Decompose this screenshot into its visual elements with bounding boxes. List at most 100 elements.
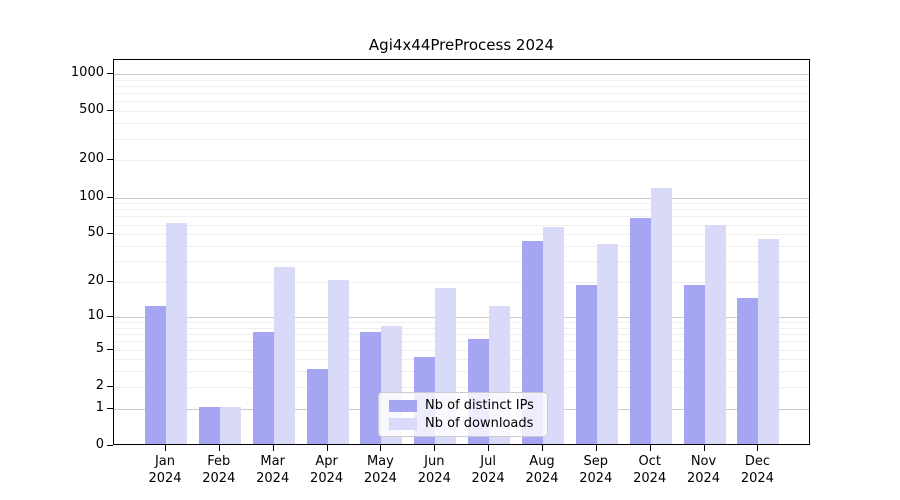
y-axis-tick	[107, 385, 113, 387]
x-axis-tick	[757, 445, 759, 451]
x-axis-tick	[272, 445, 274, 451]
x-label-month: Sep	[583, 454, 609, 469]
y-axis-tick	[107, 348, 113, 350]
plot-area	[113, 59, 810, 445]
major-gridline	[114, 316, 809, 318]
x-label-year: 2024	[256, 471, 290, 486]
legend-item-downloads: Nb of downloads	[379, 416, 547, 431]
bar-downloads-mar	[273, 266, 295, 444]
x-label-year: 2024	[417, 471, 451, 486]
y-axis-tick	[107, 315, 113, 317]
x-label-month: Nov	[690, 454, 717, 469]
minor-gridline	[114, 341, 809, 343]
bar-distinct-ips-jan	[145, 305, 166, 444]
x-axis-tick-label: Sep 2024	[566, 453, 626, 487]
minor-gridline	[114, 123, 809, 125]
y-axis-tick	[107, 110, 113, 112]
minor-gridline	[114, 261, 809, 263]
bar-distinct-ips-may	[360, 332, 382, 444]
bar-downloads-nov	[704, 225, 726, 444]
minor-gridline	[114, 160, 809, 162]
x-label-year: 2024	[633, 471, 667, 486]
y-axis-tick-label: 5	[95, 340, 104, 356]
y-axis-tick-label: 2	[95, 377, 104, 393]
x-label-year: 2024	[471, 471, 505, 486]
x-label-month: Jun	[424, 454, 445, 469]
y-axis-tick-label: 10	[87, 307, 104, 323]
x-axis-tick	[649, 445, 651, 451]
x-label-month: Jan	[154, 454, 176, 469]
y-axis-tick	[107, 281, 113, 282]
bar-distinct-ips-sep	[575, 285, 597, 444]
minor-gridline	[114, 216, 809, 218]
minor-gridline	[114, 234, 809, 236]
x-axis-tick	[542, 445, 543, 451]
x-axis-tick-label: Nov 2024	[674, 453, 734, 487]
major-gridline	[114, 197, 809, 199]
y-axis-tick-label: 500	[79, 102, 104, 118]
x-label-month: Aug	[529, 454, 555, 469]
bar-distinct-ips-feb	[198, 406, 220, 444]
legend-swatch-distinct-ips	[389, 399, 417, 412]
bar-downloads-aug	[542, 227, 564, 444]
y-axis-tick-label: 1	[95, 399, 104, 415]
x-label-year: 2024	[363, 471, 397, 486]
x-axis-tick	[326, 445, 328, 451]
x-label-year: 2024	[202, 471, 236, 486]
x-axis-tick-label: Feb 2024	[189, 453, 249, 487]
minor-gridline	[114, 349, 809, 351]
x-axis-tick-label: Apr 2024	[297, 453, 357, 487]
minor-gridline	[114, 101, 809, 103]
y-axis-tick	[107, 233, 113, 235]
minor-gridline	[114, 246, 809, 247]
minor-gridline	[114, 209, 809, 211]
y-axis-tick	[107, 196, 113, 198]
minor-gridline	[114, 371, 809, 373]
x-axis-tick	[434, 445, 436, 451]
x-axis-tick-label: Oct 2024	[620, 453, 680, 487]
bar-distinct-ips-nov	[683, 285, 705, 444]
bar-distinct-ips-apr	[306, 369, 328, 444]
y-axis-tick-label: 0	[95, 437, 104, 452]
y-axis-tick-label: 200	[79, 151, 104, 167]
x-axis-tick	[595, 445, 597, 451]
bar-downloads-sep	[596, 244, 618, 444]
y-axis-tick-label: 1000	[70, 64, 104, 80]
x-axis-tick-label: Jun 2024	[404, 453, 464, 487]
x-label-year: 2024	[579, 471, 613, 486]
minor-gridline	[114, 203, 809, 205]
legend-swatch-downloads	[389, 417, 417, 430]
x-axis-tick-label: Jul 2024	[458, 453, 518, 487]
legend-item-distinct-ips: Nb of distinct IPs	[379, 398, 547, 413]
minor-gridline	[114, 224, 809, 226]
x-axis-tick-label: Aug 2024	[512, 453, 572, 487]
x-label-year: 2024	[686, 471, 721, 486]
x-label-month: Jul	[480, 454, 496, 469]
x-axis-tick	[380, 445, 382, 451]
bar-downloads-feb	[219, 406, 241, 444]
minor-gridline	[114, 327, 809, 329]
minor-gridline	[114, 334, 809, 335]
legend-label-distinct-ips: Nb of distinct IPs	[425, 398, 534, 413]
minor-gridline	[114, 359, 809, 361]
x-axis-tick-label: May 2024	[350, 453, 410, 487]
bar-downloads-apr	[327, 280, 349, 444]
chart-title: Agi4x44PreProcess 2024	[368, 36, 555, 54]
bar-distinct-ips-oct	[629, 218, 651, 444]
y-axis-tick	[107, 72, 113, 74]
y-axis-tick-label: 20	[87, 273, 104, 288]
y-axis-tick-label: 100	[79, 188, 104, 204]
bar-distinct-ips-mar	[252, 332, 274, 444]
bar-downloads-jan	[166, 222, 187, 444]
y-axis-tick	[107, 159, 113, 161]
y-axis-tick	[107, 407, 113, 409]
bar-downloads-dec	[758, 239, 780, 444]
x-axis-tick	[703, 445, 705, 451]
minor-gridline	[114, 322, 809, 323]
minor-gridline	[114, 282, 809, 283]
x-axis-tick-label: Mar 2024	[243, 453, 303, 487]
major-gridline	[114, 73, 809, 75]
x-axis-tick-label: Jan 2024	[135, 453, 195, 487]
bar-downloads-oct	[650, 188, 672, 444]
x-axis-tick	[165, 445, 166, 451]
